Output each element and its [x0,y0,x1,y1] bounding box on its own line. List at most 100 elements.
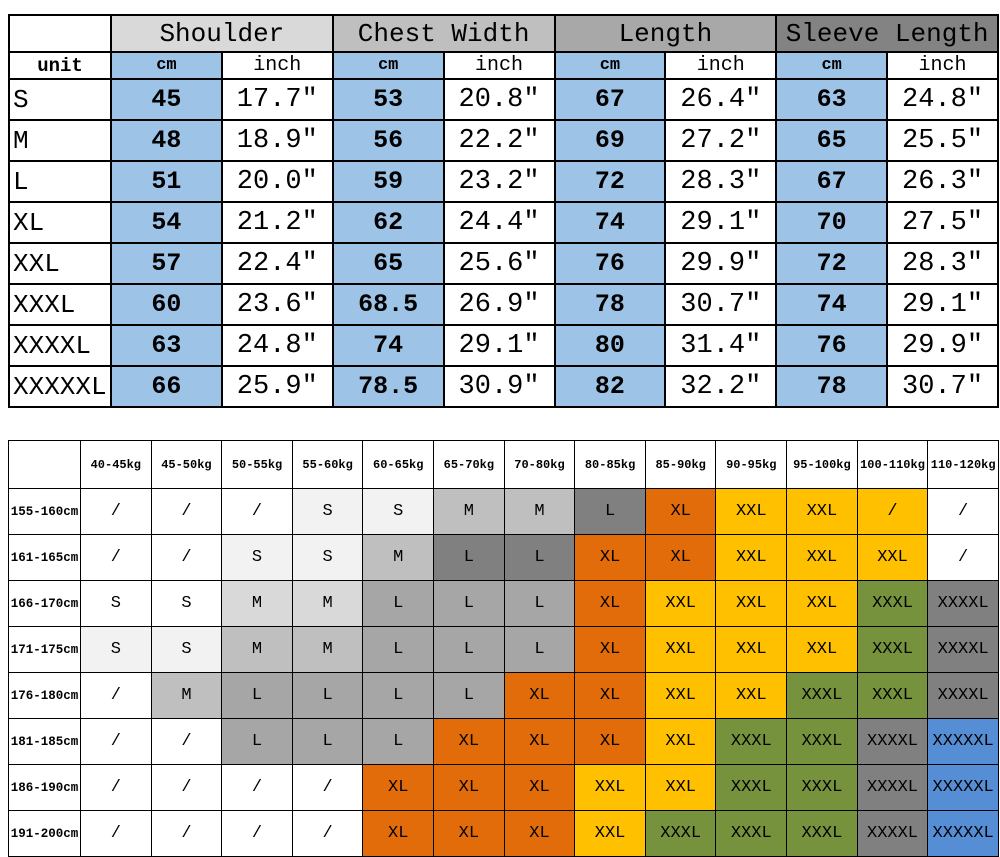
recommended-size-cell: XXL [715,534,788,581]
unit-row: unit cm inch cm inch cm inch cm inch [8,51,999,80]
size-name-cell: XXL [8,242,112,285]
recommended-size-cell: M [221,626,293,673]
recommended-size-cell: XXL [644,718,717,765]
recommended-size-cell: XXXXL [927,580,999,627]
cm-value-cell: 72 [553,160,667,203]
recommended-size-cell: S [291,534,364,581]
recommended-size-cell: L [503,534,576,581]
recommended-size-cell: S [221,534,293,581]
size-name-cell: XXXXXL [8,365,112,408]
recommended-size-cell: / [80,764,152,811]
cm-value-cell: 51 [110,160,223,203]
inch-value-cell: 21.2" [220,201,334,244]
recommended-size-cell: XL [503,764,576,811]
measure-group-header: Shoulder [110,14,334,53]
recommended-size-cell: XXXL [856,626,929,673]
recommended-size-cell: XXL [786,626,858,673]
inch-value-cell: 30.7" [886,365,999,408]
recommended-size-cell: XL [574,534,646,581]
weight-range-header: 90-95kg [715,440,788,489]
recommended-size-cell: L [574,488,646,535]
cm-value-cell: 54 [110,201,223,244]
recommended-size-cell: XXXXL [927,672,999,719]
weight-range-header: 85-90kg [644,440,717,489]
height-range-header: 181-185cm [8,718,81,765]
inch-value-cell: 20.8" [442,78,556,121]
cm-value-cell: 62 [331,201,445,244]
recommended-size-cell: M [221,580,293,627]
recommended-size-cell: XXL [856,534,929,581]
cm-value-cell: 67 [553,78,667,121]
measure-group-row: Shoulder Chest Width Length Sleeve Length [8,14,999,53]
cm-value-cell: 45 [110,78,223,121]
recommended-size-cell: XXXL [786,810,858,857]
recommended-size-cell: M [503,488,576,535]
recommended-size-cell: XXXXL [856,764,929,811]
inch-value-cell: 23.6" [220,283,334,326]
size-name-cell: XXXL [8,283,112,326]
recommended-size-cell: / [80,534,152,581]
recommended-size-cell: XXL [715,672,788,719]
fit-row: 171-175cm S S M M L L L XL XXL XXL XXL XXXL XXXXL [8,626,999,673]
cm-unit-header: cm [110,51,223,80]
size-name-cell: XL [8,201,112,244]
weight-range-header: 110-120kg [927,440,999,489]
recommended-size-cell: L [503,580,576,627]
recommended-size-cell: XXXXL [856,718,929,765]
recommended-size-cell: / [927,488,999,535]
cm-value-cell: 48 [110,119,223,162]
height-range-header: 186-190cm [8,764,81,811]
recommended-size-cell: XL [503,672,576,719]
weight-range-header: 95-100kg [786,440,858,489]
recommended-size-cell: S [362,488,435,535]
weight-range-header: 80-85kg [574,440,646,489]
size-row: XXXXXL 66 25.9" 78.5 30.9" 82 32.2" 78 30.7" [8,365,999,408]
recommended-size-cell: XL [362,764,435,811]
recommended-size-cell: / [150,764,223,811]
recommended-size-cell: XL [574,672,646,719]
recommended-size-cell: XXL [574,764,646,811]
inch-value-cell: 18.9" [220,119,334,162]
cm-value-cell: 56 [331,119,445,162]
cm-value-cell: 63 [110,324,223,367]
recommended-size-cell: XXXXXL [927,810,999,857]
recommended-size-cell: / [80,488,152,535]
inch-value-cell: 26.4" [664,78,778,121]
inch-value-cell: 30.7" [664,283,778,326]
size-name-cell: M [8,119,112,162]
size-row: S 45 17.7" 53 20.8" 67 26.4" 63 24.8" [8,78,999,121]
recommended-size-cell: / [221,810,293,857]
recommended-size-cell: / [150,534,223,581]
cm-unit-header: cm [331,51,445,80]
recommended-size-cell: / [291,810,364,857]
size-measurement-table: Shoulder Chest Width Length Sleeve Length un… [8,14,999,408]
recommended-size-cell: XXL [715,580,788,627]
inch-value-cell: 24.8" [886,78,999,121]
inch-value-cell: 24.8" [220,324,334,367]
inch-value-cell: 27.2" [664,119,778,162]
fit-table-body: 40-45kg 45-50kg 50-55kg 55-60kg 60-65kg 65-70… [8,440,999,857]
recommended-size-cell: XL [503,810,576,857]
size-row: XXL 57 22.4" 65 25.6" 76 29.9" 72 28.3" [8,242,999,285]
recommended-size-cell: L [433,580,505,627]
recommended-size-cell: L [291,672,364,719]
height-range-header: 171-175cm [8,626,81,673]
cm-value-cell: 72 [775,242,889,285]
fit-row: 186-190cm / / / / XL XL XL XXL XXL XXXL XXXL XXXXL XX… [8,764,999,811]
recommended-size-cell: XXXXL [927,626,999,673]
weight-range-header: 60-65kg [362,440,435,489]
recommended-size-cell: XXXXXL [927,764,999,811]
cm-value-cell: 63 [775,78,889,121]
fit-row: 161-165cm / / S S M L L XL XL XXL XXL XXL / [8,534,999,581]
measure-group-header: Chest Width [331,14,556,53]
recommended-size-cell: XXXL [786,764,858,811]
inch-value-cell: 24.4" [442,201,556,244]
corner-cell [8,14,112,53]
recommended-size-cell: S [150,580,223,627]
recommended-size-cell: / [856,488,929,535]
recommended-size-cell: XL [574,626,646,673]
cm-value-cell: 78 [775,365,889,408]
inch-value-cell: 20.0" [220,160,334,203]
recommended-size-cell: L [433,672,505,719]
inch-value-cell: 23.2" [442,160,556,203]
